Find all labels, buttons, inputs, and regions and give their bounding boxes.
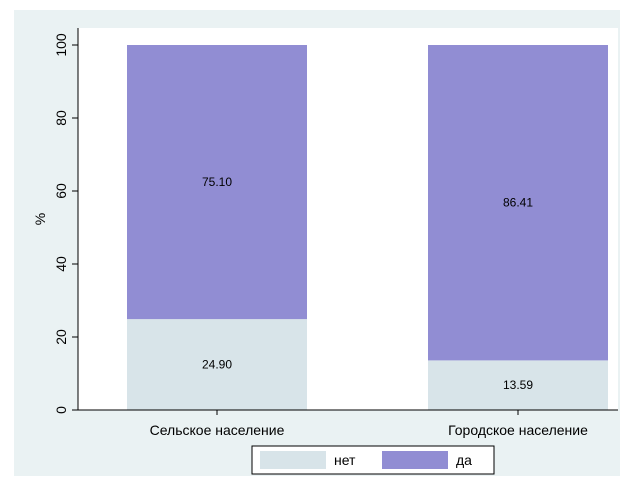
x-axis: Сельское население Городское население <box>78 409 618 438</box>
bar-segment <box>428 45 608 361</box>
y-tick-label: 100 <box>53 33 69 57</box>
data-label: 75.10 <box>202 175 232 189</box>
y-tick-label: 60 <box>53 183 69 199</box>
bar-segment <box>428 360 608 410</box>
data-label: 86.41 <box>503 196 533 210</box>
legend-label: нет <box>334 452 356 468</box>
y-axis-title: % <box>32 213 48 225</box>
bar-segment <box>127 45 307 320</box>
y-tick-label: 40 <box>53 256 69 272</box>
bar-segment <box>127 319 307 410</box>
legend-swatch <box>382 451 448 469</box>
data-label: 24.90 <box>202 358 232 372</box>
legend-swatch <box>260 451 326 469</box>
legend-label: да <box>456 452 472 468</box>
bars-layer: 24.90 75.10 13.59 86.41 <box>127 45 608 410</box>
y-tick-label: 80 <box>53 110 69 126</box>
y-axis: 0 20 40 60 80 100 <box>53 28 79 414</box>
x-tick-label: Сельское население <box>150 422 285 438</box>
legend-box <box>251 445 495 475</box>
data-label: 13.59 <box>503 378 533 392</box>
y-tick-label: 0 <box>53 406 69 414</box>
legend: нет да <box>251 445 495 475</box>
y-tick-label: 20 <box>53 329 69 345</box>
x-tick-label: Городское население <box>448 422 588 438</box>
